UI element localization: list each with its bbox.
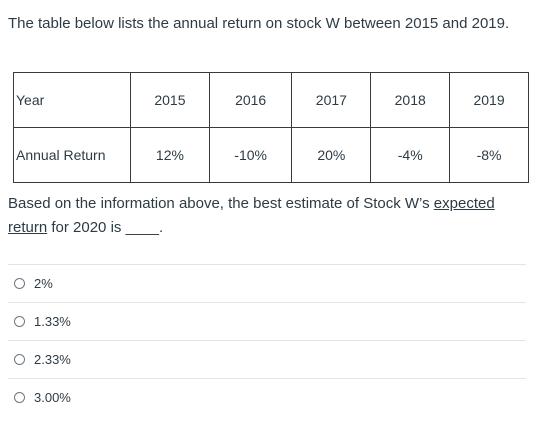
answer-label: 3.00% — [34, 390, 71, 405]
return-cell: -8% — [449, 127, 529, 183]
table-row-years: Year 2015 2016 2017 2018 2019 — [13, 72, 529, 128]
table-row-returns: Annual Return 12% -10% 20% -4% -8% — [13, 127, 529, 183]
expected-return-term: expected return — [8, 195, 495, 236]
radio-button-icon[interactable] — [14, 354, 25, 365]
year-cell: 2015 — [130, 72, 210, 128]
answer-blank: ____ — [125, 219, 159, 236]
returns-table: Year 2015 2016 2017 2018 2019 Annual Ret… — [13, 72, 529, 183]
annual-return-header-cell: Annual Return — [13, 127, 131, 183]
year-cell: 2019 — [449, 72, 529, 128]
intro-text: The table below lists the annual return … — [8, 15, 510, 32]
answer-option-4[interactable]: 3.00% — [8, 378, 526, 416]
year-cell: 2018 — [370, 72, 451, 128]
answer-label: 2.33% — [34, 352, 71, 367]
answer-options: 2% 1.33% 2.33% 3.00% — [8, 264, 526, 416]
question-text: Based on the information above, the best… — [8, 192, 528, 240]
return-cell: 20% — [291, 127, 372, 183]
answer-label: 1.33% — [34, 314, 71, 329]
return-cell: -10% — [208, 127, 293, 183]
question-end: . — [158, 219, 164, 236]
year-header-cell: Year — [13, 72, 131, 128]
question-part1: Based on the information above, the best… — [8, 195, 434, 212]
answer-label: 2% — [34, 276, 53, 291]
answer-option-1[interactable]: 2% — [8, 264, 526, 302]
answer-option-3[interactable]: 2.33% — [8, 340, 526, 378]
question-part2: for 2020 is — [47, 219, 126, 236]
year-cell: 2016 — [208, 72, 293, 128]
return-cell: 12% — [130, 127, 210, 183]
return-cell: -4% — [370, 127, 451, 183]
answer-option-2[interactable]: 1.33% — [8, 302, 526, 340]
radio-button-icon[interactable] — [14, 316, 25, 327]
year-cell: 2017 — [291, 72, 372, 128]
radio-button-icon[interactable] — [14, 278, 25, 289]
radio-button-icon[interactable] — [14, 392, 25, 403]
